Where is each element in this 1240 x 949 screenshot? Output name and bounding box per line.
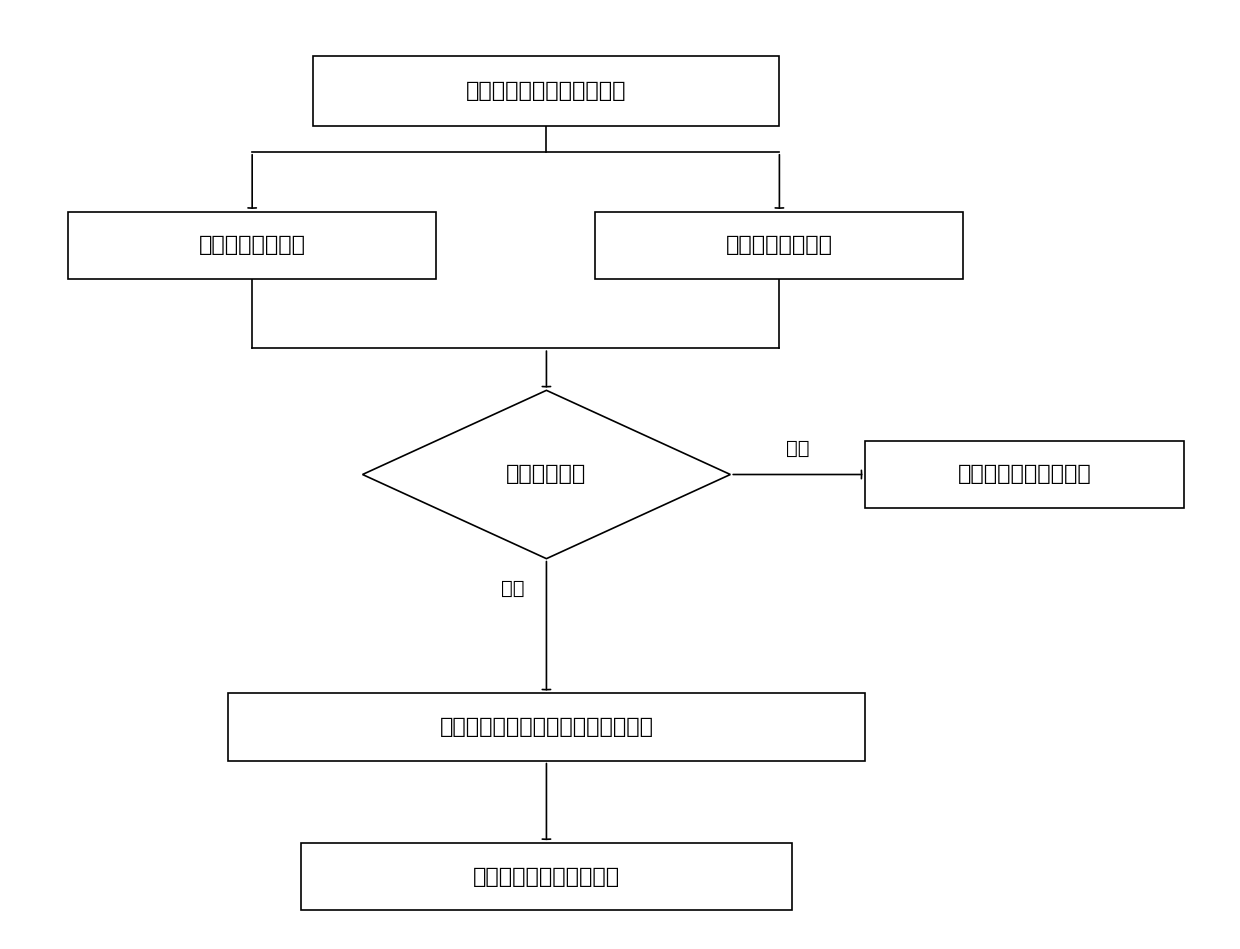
Text: 颅骨稠密对应点云: 颅骨稠密对应点云: [198, 235, 306, 255]
Text: 面貌稠密对应点云: 面貌稠密对应点云: [725, 235, 833, 255]
Text: 定性: 定性: [786, 438, 810, 457]
FancyBboxPatch shape: [228, 694, 866, 761]
Text: 定量: 定量: [501, 579, 525, 598]
Polygon shape: [362, 390, 730, 559]
Text: 未知身源颅骨的面貌复原: 未知身源颅骨的面貌复原: [472, 866, 620, 886]
FancyBboxPatch shape: [314, 56, 780, 126]
FancyBboxPatch shape: [866, 441, 1184, 508]
Text: 颅面形态分析: 颅面形态分析: [506, 464, 587, 485]
Text: 基于软组织分区的颅面形态关系表示: 基于软组织分区的颅面形态关系表示: [439, 717, 653, 737]
FancyBboxPatch shape: [595, 212, 963, 279]
Text: 颅面形态关系可视分析: 颅面形态关系可视分析: [957, 464, 1091, 485]
FancyBboxPatch shape: [301, 843, 791, 910]
Text: 颅骨和面貌三维模型数据集: 颅骨和面貌三维模型数据集: [466, 81, 626, 102]
FancyBboxPatch shape: [68, 212, 436, 279]
